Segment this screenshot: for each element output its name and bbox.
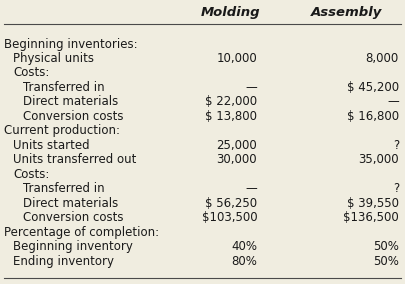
Text: $103,500: $103,500	[202, 211, 257, 224]
Text: Direct materials: Direct materials	[23, 95, 119, 108]
Text: ?: ?	[393, 139, 399, 152]
Text: 80%: 80%	[231, 255, 257, 268]
Text: Direct materials: Direct materials	[23, 197, 119, 210]
Text: 40%: 40%	[231, 240, 257, 253]
Text: Assembly: Assembly	[311, 6, 382, 19]
Text: Transferred in: Transferred in	[23, 182, 105, 195]
Text: —: —	[245, 81, 257, 94]
Text: 50%: 50%	[373, 240, 399, 253]
Text: $ 22,000: $ 22,000	[205, 95, 257, 108]
Text: Units transferred out: Units transferred out	[13, 153, 136, 166]
Text: $ 45,200: $ 45,200	[347, 81, 399, 94]
Text: Units started: Units started	[13, 139, 90, 152]
Text: 50%: 50%	[373, 255, 399, 268]
Text: 35,000: 35,000	[358, 153, 399, 166]
Text: $ 56,250: $ 56,250	[205, 197, 257, 210]
Text: $136,500: $136,500	[343, 211, 399, 224]
Text: —: —	[387, 95, 399, 108]
Text: Physical units: Physical units	[13, 52, 94, 65]
Text: Costs:: Costs:	[13, 66, 49, 80]
Text: Beginning inventories:: Beginning inventories:	[4, 37, 138, 51]
Text: —: —	[245, 182, 257, 195]
Text: $ 13,800: $ 13,800	[205, 110, 257, 123]
Text: ?: ?	[393, 182, 399, 195]
Text: 25,000: 25,000	[216, 139, 257, 152]
Text: Transferred in: Transferred in	[23, 81, 105, 94]
Text: Ending inventory: Ending inventory	[13, 255, 114, 268]
Text: Percentage of completion:: Percentage of completion:	[4, 226, 159, 239]
Text: Molding: Molding	[201, 6, 261, 19]
Text: Conversion costs: Conversion costs	[23, 211, 124, 224]
Text: 30,000: 30,000	[217, 153, 257, 166]
Text: Beginning inventory: Beginning inventory	[13, 240, 133, 253]
Text: Conversion costs: Conversion costs	[23, 110, 124, 123]
Text: 8,000: 8,000	[366, 52, 399, 65]
Text: Current production:: Current production:	[4, 124, 120, 137]
Text: Costs:: Costs:	[13, 168, 49, 181]
Text: $ 39,550: $ 39,550	[347, 197, 399, 210]
Text: 10,000: 10,000	[216, 52, 257, 65]
Text: $ 16,800: $ 16,800	[347, 110, 399, 123]
